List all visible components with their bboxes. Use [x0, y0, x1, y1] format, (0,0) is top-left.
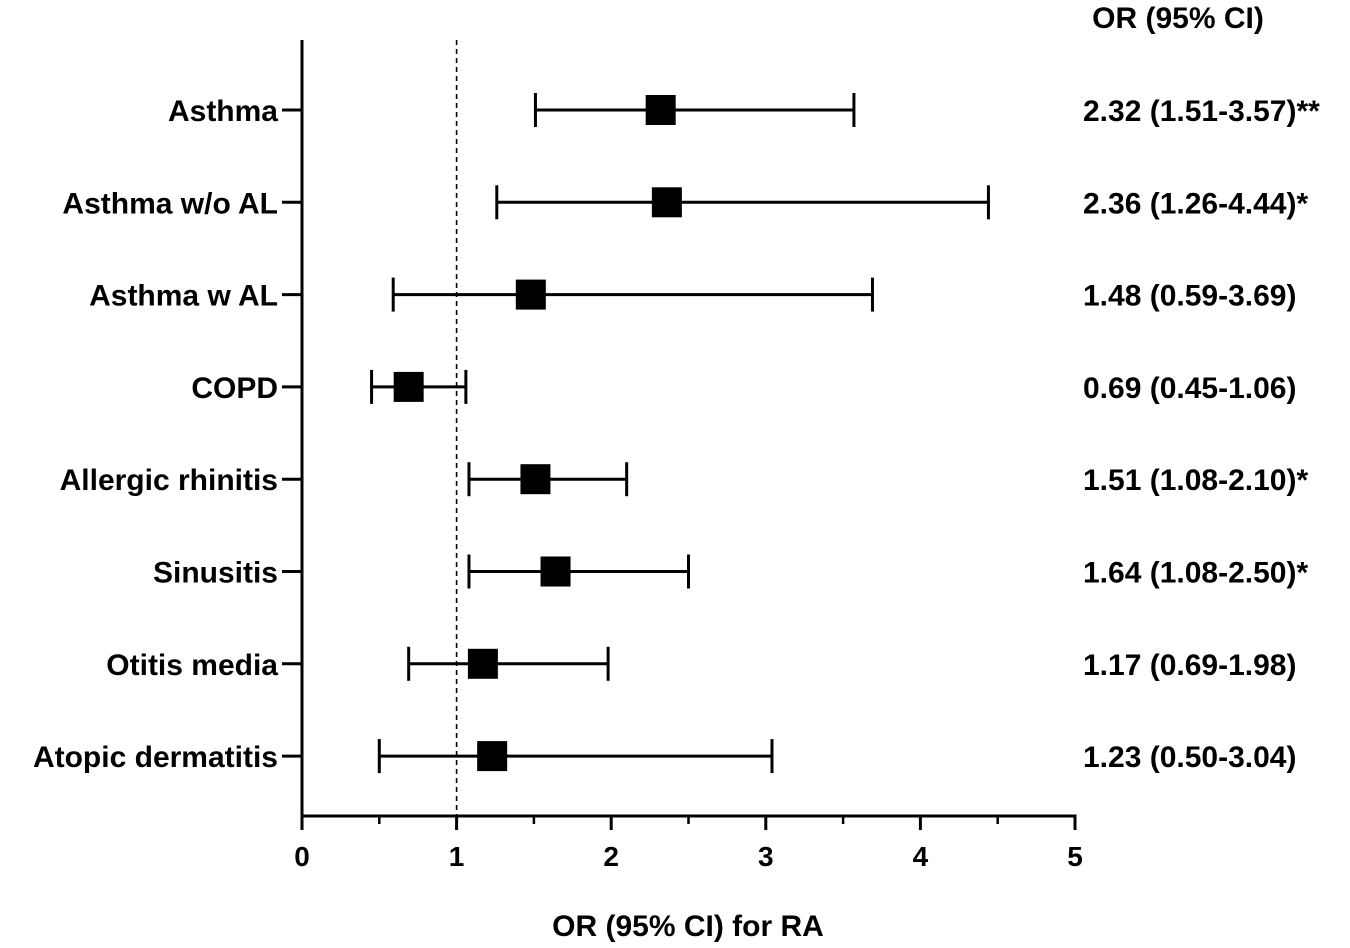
odds-ratio-marker — [540, 556, 571, 587]
estimate-column-header: OR (95% CI) — [1092, 2, 1264, 35]
row-label: Asthma w/o AL — [62, 187, 278, 220]
axes — [282, 40, 1077, 830]
x-tick-label: 4 — [913, 841, 929, 872]
estimate-text: 1.23 (0.50-3.04) — [1083, 741, 1296, 774]
row-label: Asthma — [168, 95, 278, 128]
estimate-text: 1.51 (1.08-2.10)* — [1083, 464, 1308, 497]
row-label: Allergic rhinitis — [60, 464, 278, 497]
odds-ratio-marker — [477, 741, 508, 772]
row-label: Atopic dermatitis — [33, 741, 278, 774]
row-label: Sinusitis — [153, 557, 278, 590]
row-label: COPD — [191, 372, 278, 405]
estimate-text: 0.69 (0.45-1.06) — [1083, 372, 1296, 405]
row-label: Otitis media — [106, 649, 278, 682]
estimate-text: 1.17 (0.69-1.98) — [1083, 649, 1296, 682]
odds-ratio-marker — [515, 279, 546, 310]
x-tick-label: 5 — [1067, 841, 1083, 872]
x-axis-label: OR (95% CI) for RA — [552, 910, 824, 943]
x-tick-label: 3 — [758, 841, 774, 872]
odds-ratio-marker — [467, 648, 498, 679]
odds-ratio-marker — [651, 187, 682, 218]
odds-ratio-marker — [645, 95, 676, 125]
estimate-text: 1.48 (0.59-3.69) — [1083, 280, 1296, 313]
text-labels: OR (95% CI) OR (95% CI) for RA 0 1 2 3 4 5 Ast… — [33, 2, 1320, 943]
x-tick-label: 0 — [294, 841, 310, 872]
odds-ratio-marker — [520, 464, 551, 495]
x-tick-label: 2 — [603, 841, 619, 872]
row-label: Asthma w AL — [89, 280, 278, 313]
x-tick-label: 1 — [449, 841, 465, 872]
estimate-text: 2.36 (1.26-4.44)* — [1083, 187, 1308, 220]
estimate-text: 2.32 (1.51-3.57)** — [1083, 95, 1320, 128]
plot-marks — [370, 93, 990, 774]
odds-ratio-marker — [393, 371, 424, 402]
estimate-text: 1.64 (1.08-2.50)* — [1083, 557, 1308, 590]
